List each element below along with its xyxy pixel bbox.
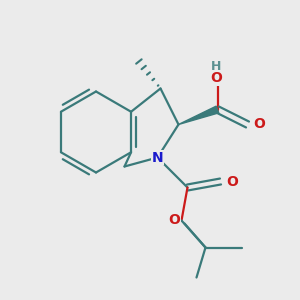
- Text: N: N: [152, 151, 163, 164]
- Text: H: H: [211, 60, 221, 73]
- Polygon shape: [178, 106, 219, 124]
- Text: O: O: [210, 71, 222, 85]
- Text: O: O: [168, 214, 180, 227]
- Text: O: O: [253, 118, 265, 131]
- Text: O: O: [226, 175, 238, 188]
